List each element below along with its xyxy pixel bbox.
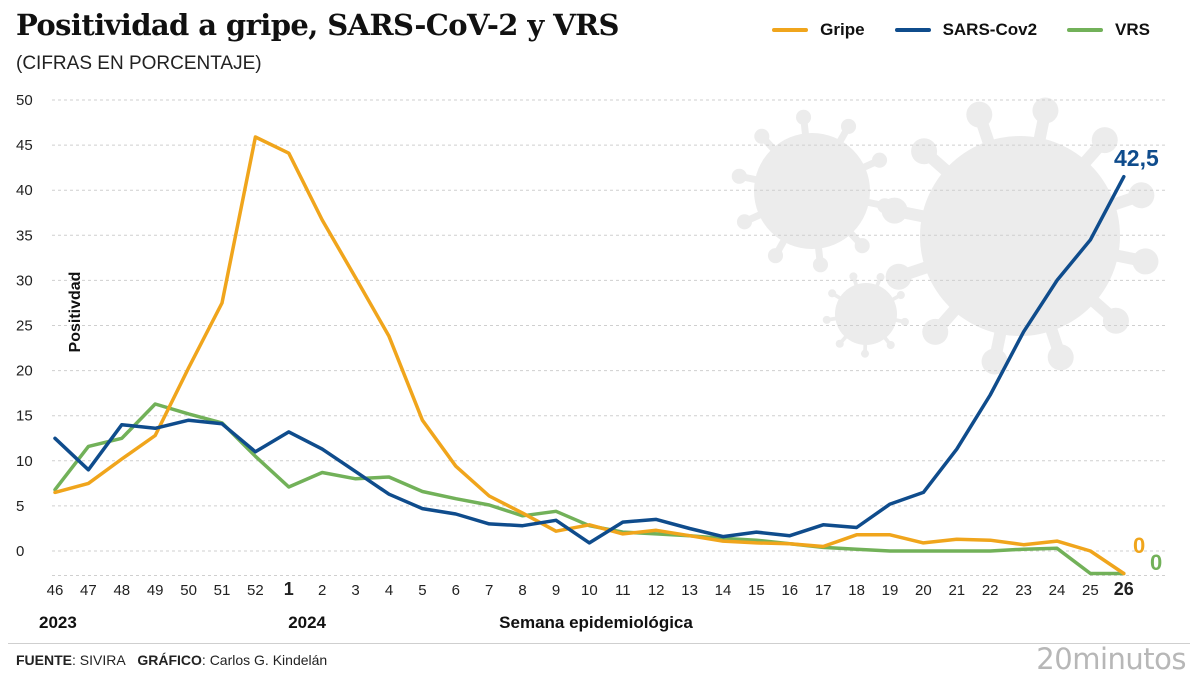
y-tick-label: 30 [16,272,33,289]
x-tick-label: 16 [781,582,798,599]
footer-graphic-value: : Carlos G. Kindelán [202,652,327,668]
virus-icon [732,110,893,273]
y-tick-label: 40 [16,182,33,199]
x-tick-label: 9 [552,582,560,599]
y-tick-label: 25 [16,318,33,335]
end-label-sars-cov2: 42,5 [1114,145,1159,171]
footer-graphic-label: GRÁFICO [137,652,202,668]
footer-credits: FUENTE: SIVIRA GRÁFICO: Carlos G. Kindel… [16,652,327,668]
x-tick-label: 18 [848,582,865,599]
x-tick-label: 2 [318,582,326,599]
x-tick-label: 48 [113,582,130,599]
y-tick-label: 0 [16,543,24,560]
x-tick-label: 20 [915,582,932,599]
x-tick-label: 11 [615,582,631,599]
y-tick-label: 50 [16,92,33,109]
x-tick-label: 19 [882,582,899,599]
footer-source-label: FUENTE [16,652,72,668]
x-tick-label: 52 [247,582,264,599]
x-tick-label: 22 [982,582,999,599]
x-tick-label: 15 [748,582,765,599]
x-tick-label: 23 [1015,582,1032,599]
y-tick-label: 45 [16,137,33,154]
footer-divider [8,643,1190,644]
x-tick-label: 3 [351,582,359,599]
x-tick-label: 6 [452,582,460,599]
x-axis-label: Semana epidemiológica [499,613,693,632]
x-tick-label: 51 [214,582,231,599]
series-line-vrs [55,404,1124,574]
y-tick-label: 10 [16,453,33,470]
x-tick-label: 7 [485,582,493,599]
x-tick-label: 17 [815,582,832,599]
x-tick-label: 21 [948,582,965,599]
x-tick-label: 14 [715,582,732,599]
brand-logo: 20minutos [1036,642,1186,676]
x-tick-label: 5 [418,582,426,599]
x-tick-label: 10 [581,582,598,599]
x-tick-label: 13 [681,582,698,599]
virus-icon [882,98,1159,375]
x-tick-label: 26 [1114,579,1134,599]
x-tick-label: 4 [385,582,393,599]
end-labels: 042,50 [1114,145,1162,575]
y-tick-label: 35 [16,227,33,244]
y-tick-label: 20 [16,363,33,380]
footer-source-value: : SIVIRA [72,652,126,668]
x-tick-label: 24 [1049,582,1066,599]
year-label: 2024 [288,613,326,632]
end-label-gripe: 0 [1133,533,1145,558]
x-tick-label: 1 [284,579,294,599]
virus-illustration-icon [732,98,1159,375]
year-label: 2023 [39,613,77,632]
x-tick-label: 8 [518,582,526,599]
y-axis-ticks: 0 5 10 15 20 25 30 35 40 45 50 [16,92,33,560]
x-tick-label: 12 [648,582,665,599]
x-tick-label: 49 [147,582,164,599]
y-tick-label: 5 [16,498,24,515]
x-tick-label: 47 [80,582,97,599]
end-label-vrs: 0 [1150,550,1162,575]
y-tick-label: 15 [16,408,33,425]
x-tick-label: 46 [47,582,64,599]
x-tick-label: 25 [1082,582,1099,599]
x-tick-label: 50 [180,582,197,599]
y-axis-label: Positivdad [67,272,84,353]
